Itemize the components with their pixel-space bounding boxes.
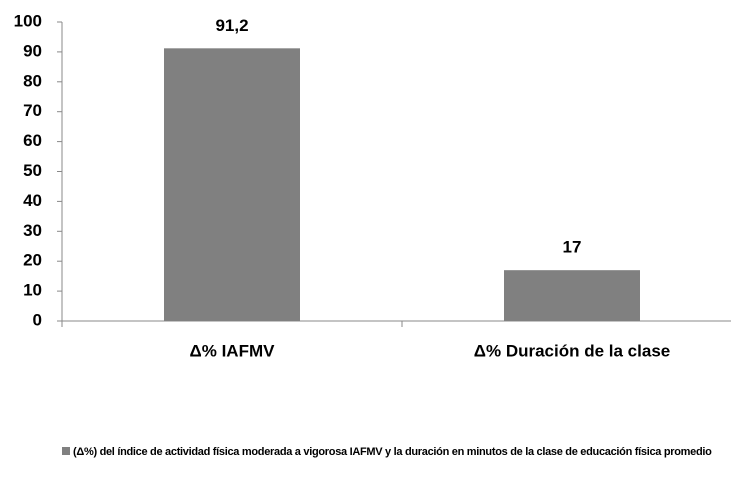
y-tick-label: 60 xyxy=(23,131,42,150)
y-tick-label: 0 xyxy=(33,310,42,329)
legend: (Δ%) del índice de actividad física mode… xyxy=(62,443,730,461)
bar xyxy=(504,270,640,321)
y-tick-label: 10 xyxy=(23,281,42,300)
legend-label: (Δ%) del índice de actividad física mode… xyxy=(73,446,712,458)
data-label: 17 xyxy=(563,238,582,257)
data-label: 91,2 xyxy=(215,16,248,35)
x-tick-label: Δ% IAFMV xyxy=(190,341,276,360)
y-tick-label: 100 xyxy=(14,11,42,30)
y-tick-label: 50 xyxy=(23,161,42,180)
y-tick-label: 70 xyxy=(23,101,42,120)
bar xyxy=(164,48,300,321)
y-tick-label: 20 xyxy=(23,251,42,270)
y-tick-label: 80 xyxy=(23,71,42,90)
legend-swatch xyxy=(62,447,70,455)
y-tick-label: 90 xyxy=(23,41,42,60)
x-tick-label: Δ% Duración de la clase xyxy=(474,341,670,360)
y-tick-label: 30 xyxy=(23,221,42,240)
y-tick-label: 40 xyxy=(23,191,42,210)
